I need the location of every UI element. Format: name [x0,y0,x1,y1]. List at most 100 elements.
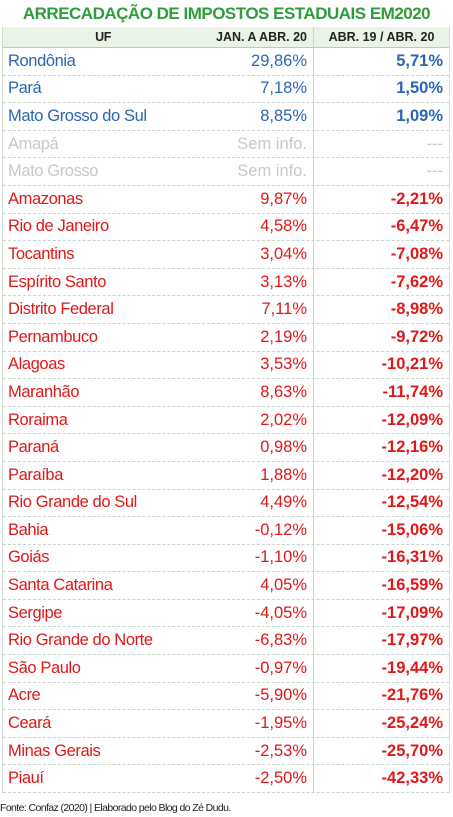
state-name-cell: Mato Grosso do Sul [8,106,147,125]
jan-abr-value-cell: 2,19% [203,323,314,351]
variation-value-cell: -25,70% [381,741,443,760]
state-name-cell: Amapá [8,134,59,153]
variation-value-cell: -11,74% [382,382,443,401]
variation-value-cell: -42,33% [381,769,443,788]
table-row: Santa Catarina 4,05% -16,59% [3,572,449,600]
table-row: São Paulo -0,97% -19,44% [3,655,449,683]
table-row: Distrito Federal 7,11% -8,98% [3,296,449,324]
variation-value-cell: --- [426,162,443,181]
jan-abr-value-cell: Sem info. [203,158,314,185]
table-row: Pernambuco 2,19% -9,72% [3,323,449,352]
jan-abr-value-cell: 0,98% [203,434,314,461]
table-row: Amazonas 9,87% -2,21% [3,185,449,214]
state-name-cell: Paraíba [8,465,63,484]
table-row: Rio Grande do Sul 4,49% -12,54% [3,489,449,518]
table-row: Bahia -0,12% -15,06% [3,517,449,545]
source-footer: Fonte: Confaz (2020) | Elaborado pelo Bl… [0,802,231,814]
state-name-cell: Alagoas [8,355,65,374]
variation-value-cell: -6,47% [390,217,443,236]
table-row: Mato Grosso do Sul 8,85% 1,09% [3,103,449,131]
table-header-row: UF JAN. A ABR. 20 ABR. 19 / ABR. 20 [3,27,449,48]
variation-value-cell: -9,72% [390,327,443,346]
state-name-cell: Mato Grosso [8,162,99,181]
header-variation: ABR. 19 / ABR. 20 [328,30,435,44]
variation-value-cell: -17,09% [381,603,443,622]
table-row: Minas Gerais -2,53% -25,70% [3,737,449,766]
jan-abr-value-cell: 4,58% [203,213,314,241]
variation-value-cell: 5,71% [396,51,443,70]
state-name-cell: Minas Gerais [8,741,101,760]
jan-abr-value-cell: 9,87% [203,185,314,213]
variation-value-cell: -10,21% [381,355,443,374]
table-row: Sergipe -4,05% -17,09% [3,599,449,628]
state-name-cell: Rio Grande do Sul [8,493,137,512]
state-name-cell: Goiás [8,548,50,567]
variation-value-cell: -19,44% [381,658,443,677]
jan-abr-value-cell: -1,10% [203,544,314,572]
table-row: Rio de Janeiro 4,58% -6,47% [3,213,449,242]
jan-abr-value-cell: 3,53% [203,351,314,379]
table-row: Paraíba 1,88% -12,20% [3,461,449,490]
variation-value-cell: 1,50% [396,79,443,98]
table-row: Rio Grande do Norte -6,83% -17,97% [3,627,449,656]
table-row: Espírito Santo 3,13% -7,62% [3,268,449,297]
jan-abr-value-cell: -2,53% [203,737,314,765]
jan-abr-value-cell: 8,63% [203,379,314,406]
jan-abr-value-cell: -1,95% [203,710,314,737]
header-jan-abr: JAN. A ABR. 20 [203,27,314,47]
jan-abr-value-cell: Sem info. [203,130,314,158]
table-row: Alagoas 3,53% -10,21% [3,351,449,380]
table-row: Amapá Sem info. --- [3,130,449,159]
state-name-cell: Paraná [8,438,59,457]
state-name-cell: Rio Grande do Norte [8,631,153,650]
variation-value-cell: 1,09% [396,106,443,125]
variation-value-cell: -17,97% [381,631,443,650]
table-row: Tocantins 3,04% -7,08% [3,241,449,269]
jan-abr-value-cell: 2,02% [203,406,314,434]
variation-value-cell: -15,06% [381,520,443,539]
jan-abr-value-cell: 3,13% [203,268,314,296]
state-name-cell: Pará [8,79,42,98]
variation-value-cell: -16,31% [381,548,443,567]
state-name-cell: Bahia [8,520,49,539]
table-row: Rondônia 29,86% 5,71% [3,48,449,76]
jan-abr-value-cell: 1,88% [203,461,314,489]
table-row: Ceará -1,95% -25,24% [3,710,449,738]
jan-abr-value-cell: 4,49% [203,489,314,517]
jan-abr-value-cell: -0,97% [203,655,314,682]
state-name-cell: Piauí [8,769,44,788]
state-name-cell: Espírito Santo [8,272,107,291]
jan-abr-value-cell: -0,12% [203,517,314,544]
variation-value-cell: --- [426,134,443,153]
variation-value-cell: -7,62% [390,272,443,291]
variation-value-cell: -12,09% [381,410,443,429]
state-name-cell: Amazonas [8,189,83,208]
state-name-cell: Maranhão [8,382,80,401]
table-row: Pará 7,18% 1,50% [3,75,449,104]
table-row: Acre -5,90% -21,76% [3,682,449,711]
jan-abr-value-cell: -5,90% [203,682,314,710]
state-name-cell: São Paulo [8,658,81,677]
variation-value-cell: -25,24% [381,714,443,733]
variation-value-cell: -21,76% [381,686,443,705]
state-name-cell: Rio de Janeiro [8,217,109,236]
table-body: Rondônia 29,86% 5,71% Pará 7,18% 1,50% Mato Gr… [3,48,449,794]
state-name-cell: Sergipe [8,603,63,622]
state-name-cell: Tocantins [8,244,75,263]
variation-value-cell: -12,16% [381,438,443,457]
table-title: ARRECADAÇÃO DE IMPOSTOS ESTADUAIS EM2020 [22,4,431,23]
header-uf: UF [95,30,111,44]
variation-value-cell: -8,98% [390,300,443,319]
variation-value-cell: -7,08% [390,244,443,263]
jan-abr-value-cell: -4,05% [203,599,314,627]
jan-abr-value-cell: 8,85% [203,103,314,130]
state-name-cell: Acre [8,686,41,705]
state-name-cell: Distrito Federal [8,300,114,319]
variation-value-cell: -16,59% [381,576,443,595]
jan-abr-value-cell: 3,04% [203,241,314,268]
variation-value-cell: -2,21% [390,189,443,208]
state-name-cell: Roraima [8,410,68,429]
state-name-cell: Rondônia [8,51,76,70]
table-row: Mato Grosso Sem info. --- [3,158,449,186]
tax-revenue-table: UF JAN. A ABR. 20 ABR. 19 / ABR. 20 Rond… [2,27,450,794]
